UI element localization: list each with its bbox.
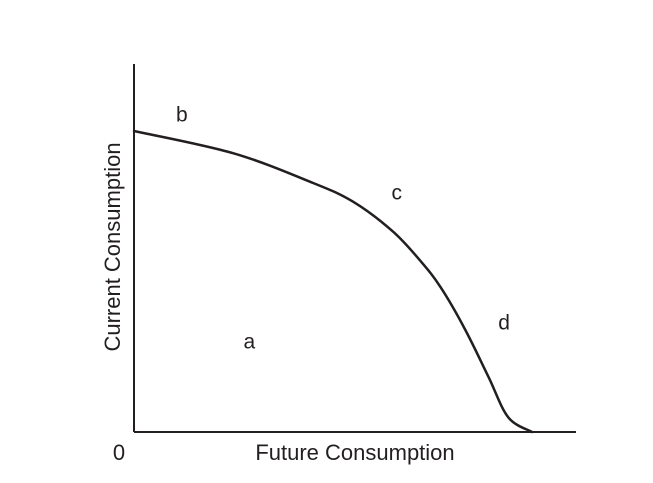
point-labels: b c d a xyxy=(176,104,510,354)
point-label-c: c xyxy=(391,182,402,205)
point-label-d: d xyxy=(498,312,510,335)
point-label-b: b xyxy=(176,104,188,127)
origin-label: 0 xyxy=(113,440,125,465)
x-axis-label: Future Consumption xyxy=(255,440,454,465)
ppf-curve xyxy=(132,129,534,434)
point-label-a: a xyxy=(244,330,256,353)
y-axis-label: Current Consumption xyxy=(100,142,125,351)
